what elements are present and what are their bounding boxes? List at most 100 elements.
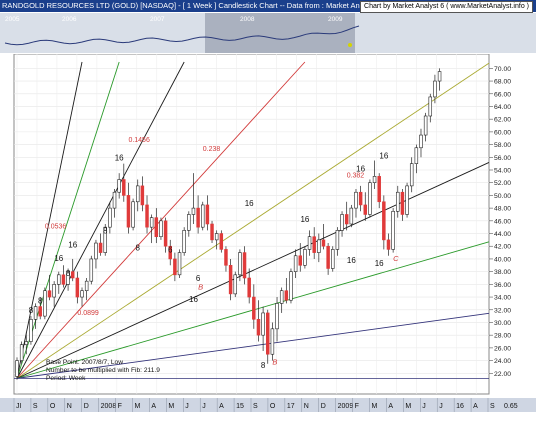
candle-body xyxy=(349,207,354,225)
y-tick-label: 48.00 xyxy=(494,206,511,213)
x-tick-label: M xyxy=(405,403,411,410)
y-tick-label: 38.00 xyxy=(494,269,511,276)
candle-body xyxy=(15,360,19,377)
candle-body xyxy=(191,207,196,215)
candle-body xyxy=(131,201,135,228)
x-tick-label: F xyxy=(118,403,122,410)
candle-body xyxy=(344,214,349,225)
fan-ratio-label: 0.238 xyxy=(203,146,221,153)
candle-body xyxy=(433,80,437,98)
y-tick-label: 46.00 xyxy=(494,218,511,225)
candle-body xyxy=(224,249,228,266)
candle-body xyxy=(368,182,372,215)
x-tick-label: J xyxy=(202,403,206,410)
candle-body xyxy=(358,191,363,206)
candle-body xyxy=(335,230,340,250)
fan-ratio-label: 0.0536 xyxy=(45,223,67,230)
candle-body xyxy=(372,176,377,184)
y-tick-label: 24.00 xyxy=(494,358,511,365)
x-tick-label: M xyxy=(168,403,174,410)
count-label: 8 xyxy=(136,244,141,253)
plot-area xyxy=(13,54,490,395)
candle-body xyxy=(275,303,279,330)
candle-body xyxy=(173,258,177,276)
candle-body xyxy=(210,223,214,241)
candle-body xyxy=(256,318,261,336)
candle-body xyxy=(89,258,94,282)
y-tick-label: 70.00 xyxy=(494,66,511,73)
candle-body xyxy=(196,207,200,228)
candle-body xyxy=(61,274,66,285)
x-tick-label: 16 xyxy=(456,403,464,410)
fan-line-1-4 xyxy=(16,61,120,379)
candle-body xyxy=(354,191,358,209)
wave-marker: C xyxy=(393,254,399,263)
x-axis: JI S O N D 2008 F M A M J J A 15 S O 17 N D 2009 F M A M J J 16 A S 0… xyxy=(13,398,518,412)
candle-body xyxy=(57,274,61,285)
count-label: 6 xyxy=(196,274,201,283)
y-tick-label: 34.00 xyxy=(494,295,511,302)
x-tick-label: J xyxy=(439,403,443,410)
y-tick-label: 60.00 xyxy=(494,129,511,136)
chart-credit: Chart by Market Analyst 6 ( www.MarketAn… xyxy=(360,1,533,13)
fan-line-4-1 xyxy=(16,312,490,379)
candle-body xyxy=(24,341,29,346)
candle-body xyxy=(396,191,400,212)
overview-marker xyxy=(348,43,352,47)
y-tick-label: 40.00 xyxy=(494,256,511,263)
fan-ratio-label: 0.0899 xyxy=(77,310,99,317)
count-label: 8 xyxy=(103,227,108,236)
y-tick-label: 36.00 xyxy=(494,282,511,289)
count-label: 16 xyxy=(189,295,198,304)
x-tick-label: 15 xyxy=(236,403,244,410)
candle-body xyxy=(317,239,321,253)
candle-body xyxy=(43,290,47,317)
candle-body xyxy=(289,271,293,301)
count-label: 8 xyxy=(261,361,266,370)
overview-year-label: 2006 xyxy=(62,16,77,23)
candle-body xyxy=(98,242,103,253)
info-line: Number to be multiplied with Fib: 211.9 xyxy=(46,367,160,374)
candle-body xyxy=(405,185,409,215)
overview-panel[interactable]: 2005 2006 2007 2008 2009 xyxy=(0,13,536,53)
overview-selection[interactable] xyxy=(205,13,355,53)
candle-body xyxy=(135,185,140,203)
y-tick-label: 66.00 xyxy=(494,91,511,98)
y-tick-label: 26.00 xyxy=(494,345,511,352)
wave-marker: B xyxy=(272,357,277,366)
y-tick-label: 68.00 xyxy=(494,79,511,86)
x-tick-label: 2008 xyxy=(101,403,117,410)
count-label: 16 xyxy=(115,153,124,162)
candle-body xyxy=(140,185,145,206)
candle-body xyxy=(94,242,98,260)
x-tick-label: A xyxy=(388,403,393,410)
candle-body xyxy=(233,274,237,295)
candle-body xyxy=(168,245,172,260)
y-tick-label: 56.00 xyxy=(494,155,511,162)
candle-body xyxy=(38,306,42,317)
candle-body xyxy=(205,204,210,225)
x-tick-label: F xyxy=(355,403,359,410)
count-label: 16 xyxy=(54,254,63,263)
x-tick-label: D xyxy=(84,403,89,410)
candle-body xyxy=(29,318,33,342)
info-line: Base Point: 2007/8/7, Low xyxy=(46,359,123,366)
candle-body xyxy=(159,220,163,238)
candle-body xyxy=(437,71,442,82)
fan-line-2-1 xyxy=(16,162,490,379)
candle-body xyxy=(80,290,84,298)
overview-price-line xyxy=(4,25,360,46)
y-tick-label: 54.00 xyxy=(494,168,511,175)
candle-body xyxy=(154,217,159,238)
candle-body xyxy=(33,306,38,320)
y-tick-label: 30.00 xyxy=(494,320,511,327)
fan-line-1-8 xyxy=(16,61,83,379)
candle-body xyxy=(163,220,168,247)
x-tick-label: M xyxy=(372,403,378,410)
overview-year-label: 2009 xyxy=(328,16,343,23)
title-bar: RANDGOLD RESOURCES LTD (GOLD) [NASDAQ] -… xyxy=(0,0,536,13)
candle-body xyxy=(75,277,80,298)
fan-line-1-3 xyxy=(16,61,185,379)
count-label: 16 xyxy=(375,259,384,268)
